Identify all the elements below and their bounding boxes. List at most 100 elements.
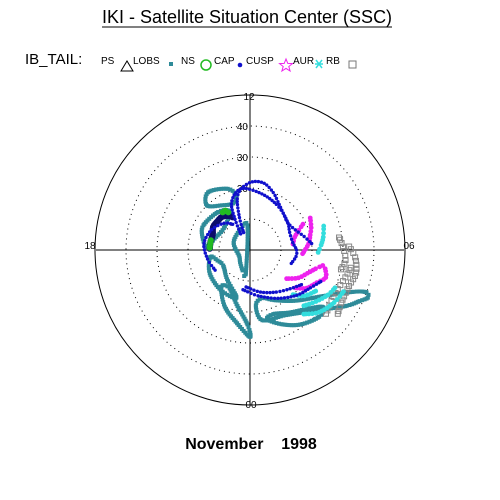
track-point-lobs bbox=[213, 204, 218, 209]
track-point-lobs bbox=[357, 289, 362, 294]
track-point-lobs bbox=[245, 231, 250, 236]
track-point-rb bbox=[353, 265, 360, 272]
track-point-rb bbox=[338, 240, 345, 247]
track-point-cap bbox=[311, 284, 316, 288]
track-point-lobs bbox=[220, 289, 225, 294]
track-point-cap bbox=[265, 290, 269, 295]
track-point-lobs bbox=[211, 188, 216, 193]
track-point-lobs bbox=[303, 297, 308, 302]
track-point-aur bbox=[321, 230, 326, 236]
track-point-cap bbox=[230, 199, 234, 203]
track-point-cap bbox=[202, 248, 207, 252]
track-point-lobs bbox=[307, 319, 312, 324]
track-point-lobs bbox=[242, 316, 247, 321]
track-point-lobs bbox=[284, 298, 289, 303]
track-point-cap bbox=[235, 197, 239, 201]
track-point-lobs bbox=[223, 270, 228, 275]
track-point-cap bbox=[272, 296, 277, 300]
track-point-rb bbox=[341, 248, 348, 255]
track-lobs bbox=[265, 304, 326, 328]
track-point-cap bbox=[269, 188, 274, 192]
track-point-lobs bbox=[220, 297, 225, 302]
track-point-cap bbox=[269, 296, 273, 300]
track-point-lobs bbox=[225, 277, 230, 282]
track-point-cap bbox=[265, 183, 269, 187]
track-point-lobs bbox=[206, 263, 211, 268]
track-point-lobs bbox=[357, 299, 362, 304]
track-point-cap bbox=[296, 230, 300, 234]
track-point-lobs bbox=[276, 311, 281, 316]
track-point-cap bbox=[302, 234, 306, 239]
track-point-lobs bbox=[221, 263, 226, 268]
track-point-lobs bbox=[347, 303, 352, 308]
track-point-cap bbox=[235, 224, 240, 228]
track-point-cap bbox=[294, 254, 298, 259]
track-point-aur bbox=[332, 285, 338, 291]
track-point-rb bbox=[344, 286, 351, 293]
track-point-lobs bbox=[215, 203, 220, 208]
asterisk-icon bbox=[315, 59, 323, 69]
legend-label-ps: PS bbox=[101, 56, 115, 67]
track-point-lobs bbox=[297, 308, 302, 313]
track-point-lobs bbox=[287, 323, 292, 328]
track-point-cap bbox=[290, 225, 295, 230]
track-point-lobs bbox=[301, 297, 306, 302]
track-point-lobs bbox=[244, 263, 249, 268]
track-point-rb bbox=[335, 308, 342, 315]
track-point-cap bbox=[241, 186, 246, 191]
track-point-lobs bbox=[274, 321, 279, 326]
track-point-lobs bbox=[279, 298, 284, 303]
track-lobs bbox=[231, 220, 250, 279]
track-point-lobs bbox=[290, 310, 295, 315]
track-point-cap bbox=[203, 251, 207, 255]
track-rb bbox=[334, 243, 360, 317]
track-point-lobs bbox=[254, 307, 259, 312]
track-point-cap bbox=[236, 206, 240, 210]
track-point-cap bbox=[274, 290, 278, 294]
track-point-lobs bbox=[305, 320, 310, 325]
track-point-lobs bbox=[278, 314, 283, 319]
track-point-cap bbox=[278, 289, 282, 294]
track-point-aur bbox=[331, 300, 337, 305]
track-point-cap bbox=[237, 212, 241, 217]
track-point-cap bbox=[282, 296, 287, 300]
track-point-lobs bbox=[234, 232, 239, 237]
track-point-cap bbox=[216, 223, 220, 228]
track-point-cap bbox=[292, 257, 297, 261]
track-point-cusp bbox=[308, 225, 314, 231]
track-point-cap bbox=[257, 190, 261, 195]
track-point-lobs bbox=[217, 203, 222, 208]
track-point-cap bbox=[211, 266, 216, 270]
track-point-lobs bbox=[203, 194, 208, 199]
track-point-lobs bbox=[222, 283, 227, 288]
track-point-lobs bbox=[233, 299, 238, 304]
track-point-cap bbox=[253, 179, 258, 184]
track-point-lobs bbox=[286, 310, 291, 315]
track-point-lobs bbox=[244, 265, 249, 270]
track-point-cap bbox=[281, 211, 285, 215]
track-point-cap bbox=[222, 221, 226, 225]
track-point-rb bbox=[338, 299, 345, 306]
track-point-lobs bbox=[199, 230, 204, 235]
track-point-cusp bbox=[313, 266, 318, 272]
track-point-cap bbox=[238, 187, 243, 191]
track-point-lobs bbox=[286, 298, 291, 303]
track-point-lobs bbox=[201, 223, 206, 228]
track-point-lobs bbox=[240, 268, 245, 273]
track-point-lobs bbox=[289, 323, 294, 328]
track-point-lobs bbox=[220, 294, 225, 299]
track-point-lobs bbox=[222, 224, 227, 229]
track-point-lobs bbox=[283, 310, 288, 315]
track-point-lobs bbox=[344, 290, 349, 295]
track-point-cap bbox=[298, 292, 302, 296]
square-icon bbox=[348, 60, 357, 69]
track-point-lobs bbox=[269, 319, 274, 324]
track-point-lobs bbox=[222, 203, 227, 208]
chart-title: IKI - Satellite Situation Center (SSC) bbox=[102, 7, 392, 27]
track-point-cap bbox=[259, 180, 264, 184]
track-point-cap bbox=[202, 244, 206, 249]
track-point-lobs bbox=[306, 306, 311, 311]
track-point-lobs bbox=[317, 314, 322, 319]
track-point-lobs bbox=[299, 307, 304, 312]
